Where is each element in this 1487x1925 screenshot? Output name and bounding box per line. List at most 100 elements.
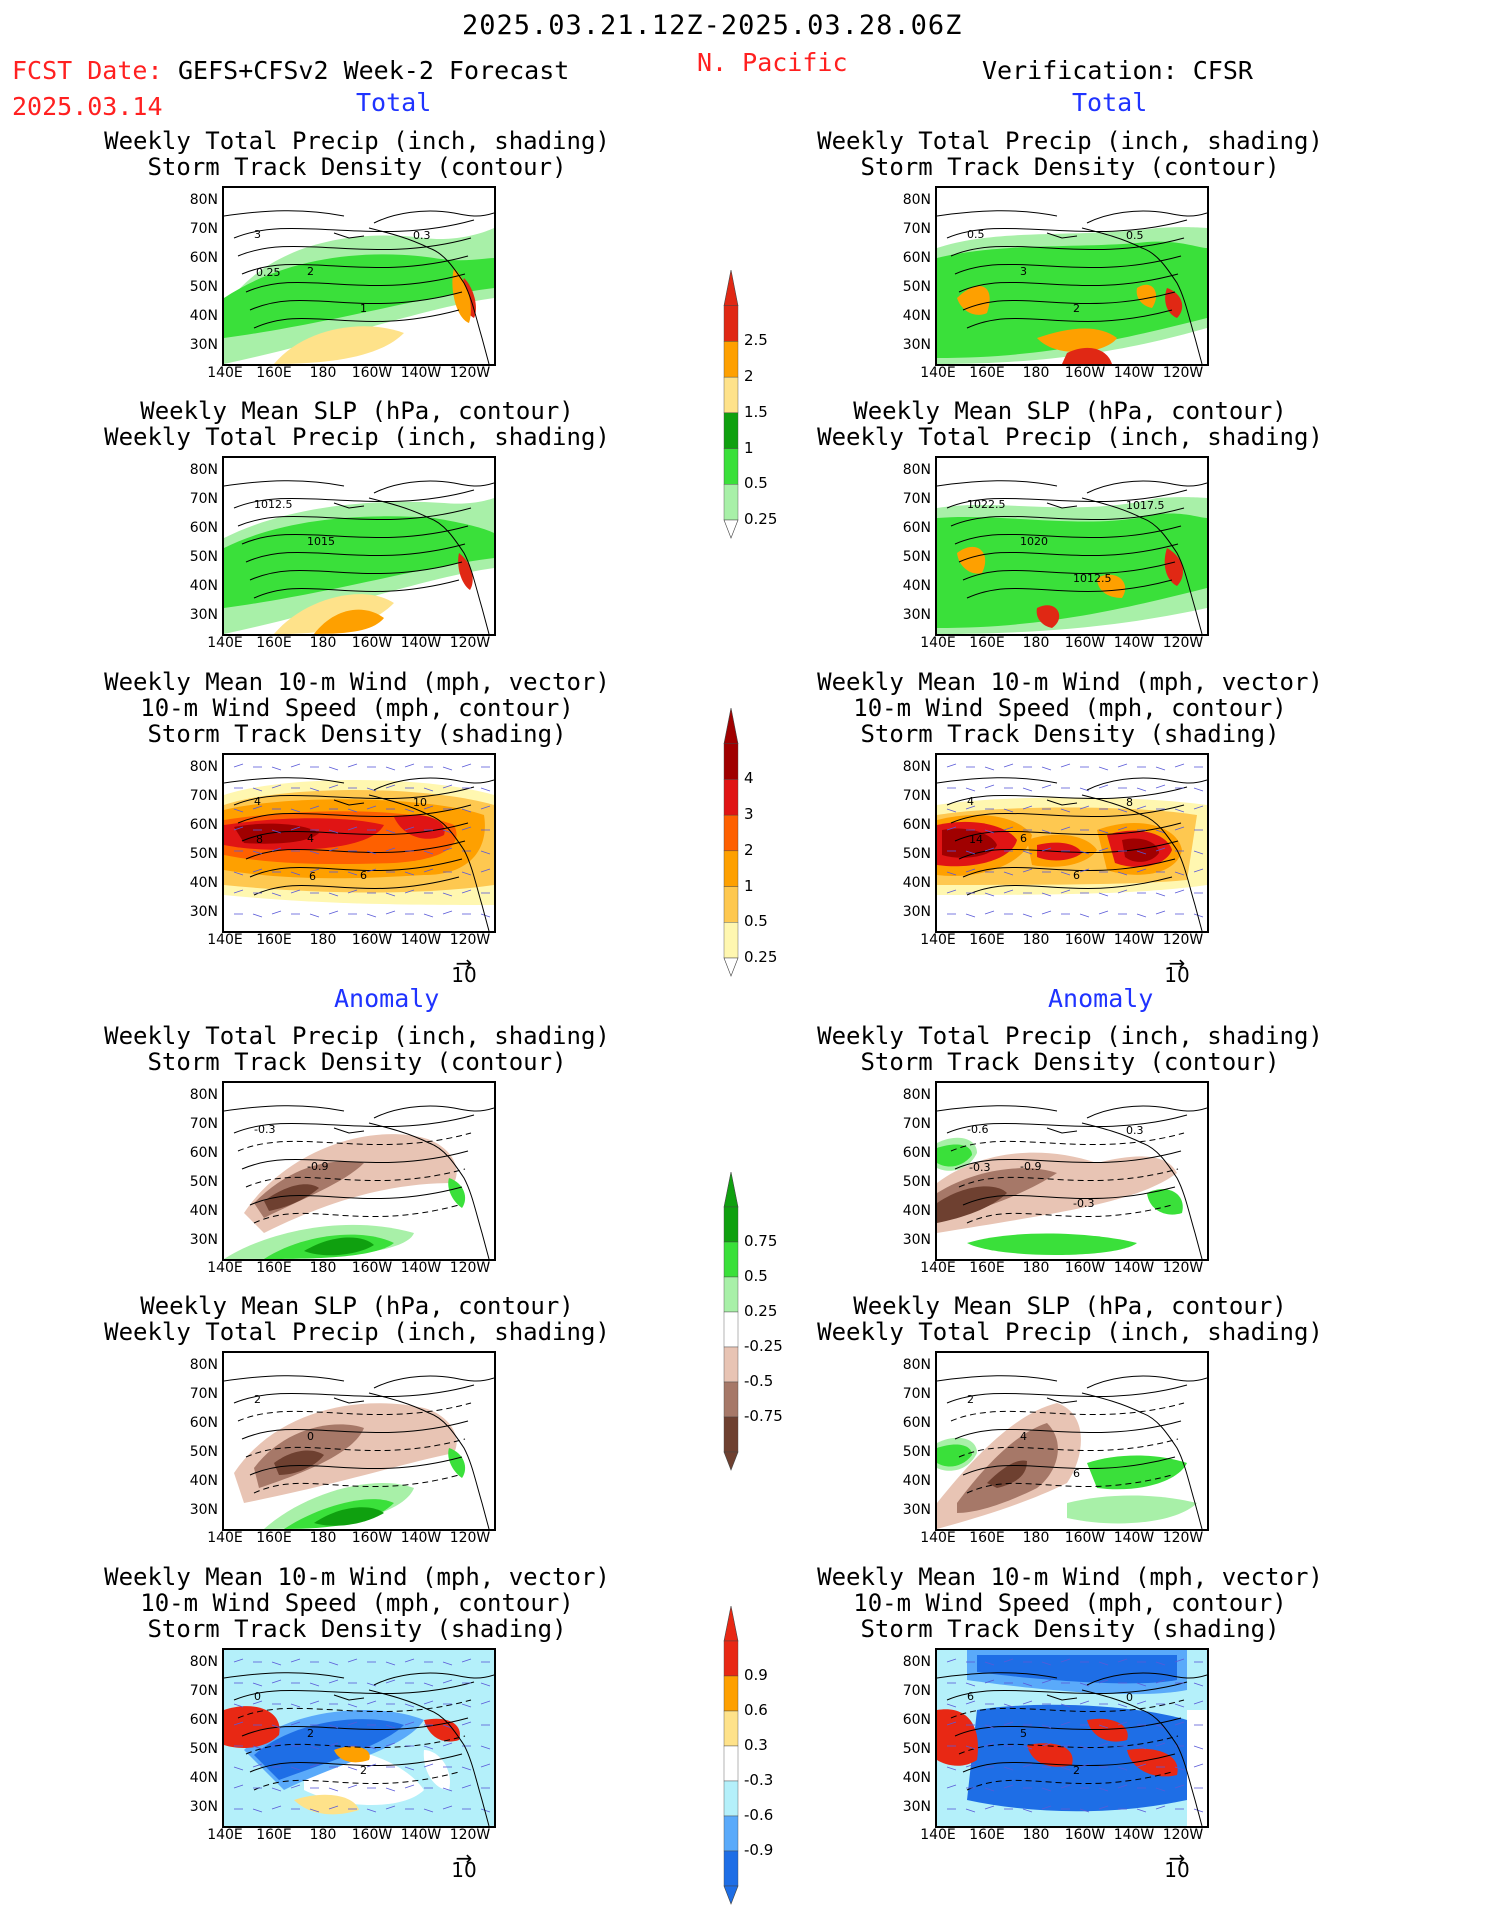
wind-vector bbox=[461, 1703, 472, 1708]
colorbar-segment bbox=[723, 376, 739, 414]
wind-vector bbox=[309, 787, 320, 792]
lon-tick-label: 140E bbox=[207, 1827, 243, 1843]
wind-vector bbox=[404, 1766, 415, 1771]
lat-tick-label: 40N bbox=[902, 1473, 931, 1489]
lon-tick-label: 140W bbox=[1113, 365, 1155, 381]
map-svg: 2 4 6 bbox=[937, 1375, 1207, 1529]
lat-tick-label: 60N bbox=[189, 250, 218, 266]
wind-vector bbox=[1003, 1766, 1014, 1771]
map-area: 4 4 6 10 8 6 bbox=[222, 753, 496, 933]
colorbar-label: 0.5 bbox=[744, 1267, 768, 1285]
lat-tick-label: 70N bbox=[189, 221, 218, 237]
map-svg: -0.6 -0.9 -0.3 0.3 -0.3 bbox=[937, 1105, 1207, 1259]
wind-vector bbox=[965, 850, 976, 855]
shading-region bbox=[1087, 1718, 1128, 1742]
contour-line bbox=[954, 255, 1182, 275]
wind-vector bbox=[984, 1724, 995, 1729]
wind-vector bbox=[1079, 868, 1090, 873]
wind-vector bbox=[1041, 1805, 1052, 1810]
lon-tick-label: 120W bbox=[449, 635, 491, 651]
shading-region bbox=[937, 1186, 1007, 1223]
wind-vector bbox=[1117, 808, 1128, 813]
wind-vector bbox=[423, 1682, 434, 1687]
wind-vector bbox=[1098, 910, 1109, 915]
contour-label: 1020 bbox=[1020, 535, 1048, 548]
colorbar-segment bbox=[723, 1606, 739, 1642]
wind-vector bbox=[1155, 1679, 1166, 1684]
panel-title-line: Weekly Total Precip (inch, shading) bbox=[817, 1318, 1323, 1346]
shading-region bbox=[234, 1403, 457, 1503]
panel-title-line: Storm Track Density (shading) bbox=[860, 720, 1280, 748]
wind-vector bbox=[252, 1682, 263, 1687]
lat-tick-label: 50N bbox=[902, 549, 931, 565]
wind-vector bbox=[309, 1808, 320, 1813]
lon-tick-label: 140E bbox=[207, 1260, 243, 1276]
lon-tick-label: 140E bbox=[920, 1827, 956, 1843]
contour-label: 2 bbox=[967, 1393, 974, 1406]
contour-label: 3 bbox=[1020, 265, 1027, 278]
wind-vector bbox=[309, 1745, 320, 1750]
colorbar-segment bbox=[723, 412, 739, 449]
lat-tick-label: 30N bbox=[189, 607, 218, 623]
coastline bbox=[937, 1375, 1207, 1529]
wind-vector bbox=[442, 766, 453, 771]
fcst-model: GEFS+CFSv2 Week-2 Forecast bbox=[178, 56, 570, 85]
panel-title-line: Weekly Mean 10-m Wind (mph, vector) bbox=[104, 1563, 610, 1591]
wind-vector bbox=[347, 871, 358, 876]
lon-tick-label: 180 bbox=[1022, 932, 1050, 948]
contour-line bbox=[241, 255, 469, 275]
wind-vector bbox=[480, 787, 491, 792]
contour-line bbox=[966, 1204, 1173, 1224]
contour-label: 4 bbox=[307, 832, 314, 845]
contour-line bbox=[962, 1186, 1176, 1206]
wind-vector bbox=[328, 1724, 339, 1729]
wind-vector bbox=[1174, 889, 1185, 894]
lat-tick-label: 60N bbox=[189, 1712, 218, 1728]
wind-vector bbox=[1174, 1766, 1185, 1771]
colorbar-segment bbox=[723, 1311, 739, 1348]
wind-vector bbox=[1117, 763, 1128, 768]
wind-vector bbox=[1155, 892, 1166, 897]
panel-title-line: Weekly Total Precip (inch, shading) bbox=[104, 423, 610, 451]
wind-vector bbox=[385, 1679, 396, 1684]
shading-region bbox=[448, 1178, 466, 1208]
wind-vector bbox=[984, 766, 995, 771]
lon-tick-label: 140W bbox=[400, 932, 442, 948]
wind-vector bbox=[347, 808, 358, 813]
wind-vector bbox=[1098, 1679, 1109, 1684]
contour-label: 5 bbox=[1020, 1727, 1027, 1740]
lat-tick-label: 40N bbox=[902, 308, 931, 324]
contour-line bbox=[950, 804, 1185, 824]
lon-tick-label: 160W bbox=[1064, 1260, 1106, 1276]
map-svg: 1012.5 1015 bbox=[224, 480, 494, 634]
wind-vector bbox=[946, 808, 957, 813]
colorbar-label: -0.9 bbox=[744, 1841, 774, 1859]
contour-line bbox=[249, 561, 463, 581]
wind-vector bbox=[385, 910, 396, 915]
contour-line bbox=[237, 1699, 472, 1719]
wind-vector bbox=[1060, 1703, 1071, 1708]
colorbar-anom-precip bbox=[723, 1172, 739, 1471]
wind-vector bbox=[1041, 847, 1052, 852]
wind-vector bbox=[442, 784, 453, 789]
contour-line bbox=[245, 1168, 466, 1188]
wind-vector bbox=[1041, 1787, 1052, 1792]
wind-vector bbox=[271, 1805, 282, 1810]
colorbar-segment bbox=[723, 1675, 739, 1712]
colorbar-segment bbox=[723, 270, 739, 307]
contour-line bbox=[249, 858, 463, 878]
shading-region bbox=[264, 1184, 319, 1211]
map-svg: 20 bbox=[224, 1375, 494, 1529]
wind-vector bbox=[1022, 1763, 1033, 1768]
panel-title-line: 10-m Wind Speed (mph, contour) bbox=[853, 694, 1287, 722]
wind-vector bbox=[233, 871, 244, 876]
shading-region bbox=[314, 609, 384, 634]
lon-tick-label: 160W bbox=[351, 1260, 393, 1276]
contour-label: 3 bbox=[254, 228, 261, 241]
wind-vector bbox=[1098, 1742, 1109, 1747]
lat-tick-label: 60N bbox=[902, 250, 931, 266]
colorbar-segment bbox=[723, 341, 739, 378]
wind-vector bbox=[233, 1766, 244, 1771]
shading-region bbox=[1164, 548, 1183, 586]
wind-vector bbox=[404, 1703, 415, 1708]
